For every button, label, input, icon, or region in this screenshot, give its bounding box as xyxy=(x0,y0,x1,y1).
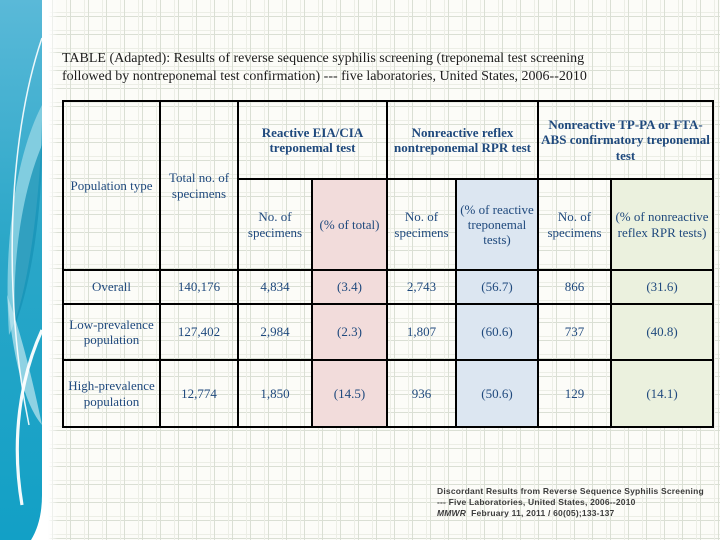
citation-journal-name: MMWR xyxy=(437,508,467,518)
slide-title-line1: TABLE (Adapted): Results of reverse sequ… xyxy=(62,51,585,66)
data-cell: 4,834 xyxy=(237,269,313,305)
data-cell-total: 127,402 xyxy=(159,303,239,361)
data-cell: (60.6) xyxy=(454,303,540,361)
slide-title-line2: followed by nontreponemal test confirmat… xyxy=(62,69,587,84)
subheader-no-specimens-2: No. of specimens xyxy=(386,178,457,271)
table-row-overall: Overall 140,176 4,834 (3.4) 2,743 (56.7)… xyxy=(62,269,715,305)
header-population-type: Population type xyxy=(62,100,161,271)
data-cell: (31.6) xyxy=(610,269,715,305)
data-cell: 2,743 xyxy=(386,269,457,305)
data-cell: 2,984 xyxy=(237,303,313,361)
data-cell-total: 12,774 xyxy=(159,359,239,428)
table-row-high-prevalence: High-prevalence population 12,774 1,850 … xyxy=(62,359,715,428)
data-cell: 936 xyxy=(386,359,457,428)
data-cell: (14.5) xyxy=(311,359,388,428)
citation-line3: MMWR February 11, 2011 / 60(05);133-137 xyxy=(437,508,720,519)
header-total-specimens: Total no. of specimens xyxy=(159,100,239,271)
citation-date-info: February 11, 2011 / 60(05);133-137 xyxy=(471,508,615,518)
citation-line2: --- Five Laboratories, United States, 20… xyxy=(437,497,636,507)
data-cell: 737 xyxy=(537,303,613,361)
data-cell: (40.8) xyxy=(610,303,715,361)
sidebar-decoration xyxy=(0,0,58,540)
table-row-low-prevalence: Low-prevalence population 127,402 2,984 … xyxy=(62,303,715,361)
teal-swirl-graphic xyxy=(0,0,44,540)
data-cell: (50.6) xyxy=(454,359,540,428)
group-header-nonreactive-rpr: Nonreactive reflex nontreponemal RPR tes… xyxy=(385,100,540,180)
citation: Discordant Results from Reverse Sequence… xyxy=(437,486,720,519)
data-cell-total: 140,176 xyxy=(159,269,239,305)
subheader-no-specimens-3: No. of specimens xyxy=(537,178,613,271)
data-cell: (56.7) xyxy=(454,269,540,305)
subheader-no-specimens-1: No. of specimens xyxy=(237,178,313,271)
slide-title: TABLE (Adapted): Results of reverse sequ… xyxy=(62,50,682,86)
group-header-reactive-eia-cia: Reactive EIA/CIA treponemal test xyxy=(237,100,388,180)
row-label: Low-prevalence population xyxy=(62,303,161,361)
group-header-nonreactive-tppa: Nonreactive TP-PA or FTA-ABS confirmator… xyxy=(537,100,715,180)
data-cell: 1,850 xyxy=(237,359,313,428)
data-cell: 1,807 xyxy=(386,303,457,361)
data-cell: (2.3) xyxy=(311,303,388,361)
data-cell: 129 xyxy=(537,359,613,428)
subheader-pct-reactive: (% of reactive treponemal tests) xyxy=(454,178,540,271)
data-cell: (14.1) xyxy=(610,359,715,428)
results-table: Population type Total no. of specimens R… xyxy=(62,100,715,428)
row-label: High-prevalence population xyxy=(62,359,161,428)
subheader-pct-nonreactive: (% of nonreactive reflex RPR tests) xyxy=(610,178,715,271)
row-label: Overall xyxy=(62,269,161,305)
citation-line1: Discordant Results from Reverse Sequence… xyxy=(437,486,704,496)
data-cell: (3.4) xyxy=(311,269,388,305)
subheader-pct-total: (% of total) xyxy=(311,178,388,271)
data-cell: 866 xyxy=(537,269,613,305)
